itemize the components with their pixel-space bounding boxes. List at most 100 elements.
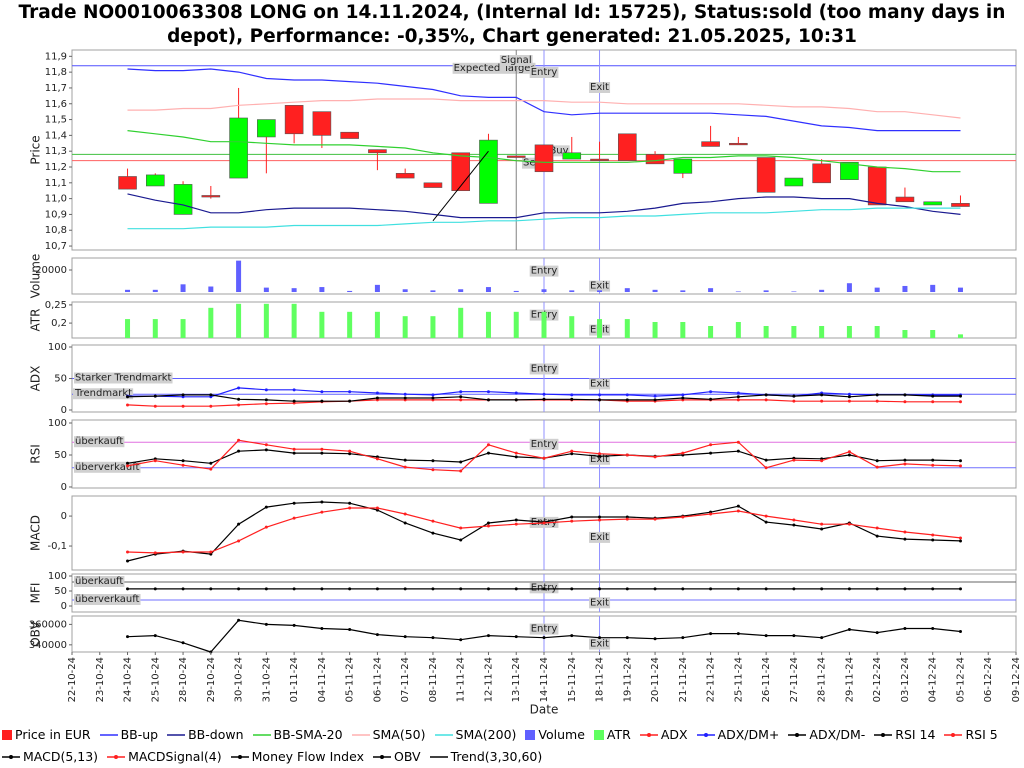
series-point xyxy=(181,587,185,591)
series-point xyxy=(847,453,851,457)
series-point xyxy=(431,396,435,400)
y-tick-label: 20000 xyxy=(35,265,67,276)
series-point xyxy=(681,515,685,519)
bar xyxy=(708,288,714,293)
legend-label: Volume xyxy=(538,727,585,742)
series-point xyxy=(542,521,546,525)
legend-item: BB-SMA-20 xyxy=(252,724,343,746)
series-point xyxy=(403,635,407,639)
event-label: Exit xyxy=(590,281,609,292)
bar xyxy=(374,284,380,293)
level-label-bg xyxy=(452,62,536,74)
series-point xyxy=(570,515,574,519)
series-point xyxy=(153,551,157,555)
series-point xyxy=(847,450,851,454)
legend-label: SMA(50) xyxy=(372,727,426,742)
legend-item: ATR xyxy=(593,724,631,746)
x-tick-label: 15-11-24 xyxy=(567,657,578,702)
event-label-bg xyxy=(529,623,559,635)
event-label: Entry xyxy=(531,363,558,374)
candle-body xyxy=(173,184,193,215)
series-point xyxy=(514,455,518,459)
series-point xyxy=(431,531,435,535)
legend-swatch xyxy=(372,755,391,759)
series-point xyxy=(320,390,324,394)
bar xyxy=(402,289,408,293)
series-point xyxy=(237,618,241,622)
level-label: Buy xyxy=(549,145,568,156)
y-tick-label: 11,7 xyxy=(45,83,67,94)
series-point xyxy=(709,632,713,636)
level-label-bg xyxy=(521,157,543,169)
trend-line xyxy=(432,150,489,222)
bar xyxy=(180,319,186,338)
chart: 10,7 10,8 10,9 11,0 11,1 11,2 11,3 11,4 11,5 11,6… xyxy=(29,49,1022,717)
series-point xyxy=(931,538,935,542)
event-label-bg xyxy=(589,597,611,609)
series-point xyxy=(126,403,130,407)
series-point xyxy=(486,587,490,591)
candle-body xyxy=(590,158,609,161)
bar xyxy=(597,290,603,293)
legend-dot xyxy=(703,733,708,737)
bar xyxy=(874,326,880,338)
series-point xyxy=(292,587,296,591)
series-point xyxy=(292,501,296,505)
bar xyxy=(458,307,464,338)
series-point xyxy=(792,518,796,522)
series-point xyxy=(709,443,713,447)
candle-body xyxy=(368,149,387,154)
bar xyxy=(125,319,131,338)
series-point xyxy=(875,393,879,397)
series-point xyxy=(931,400,935,404)
y-axis-title: RSI xyxy=(29,444,43,464)
x-tick-label: 05-12-24 xyxy=(955,657,966,702)
series-point xyxy=(820,636,824,640)
series-point xyxy=(486,451,490,455)
series-point xyxy=(847,392,851,396)
series-point xyxy=(847,628,851,631)
legend-item: MACD(5,13) xyxy=(2,746,98,768)
series-point xyxy=(625,398,629,402)
series-point xyxy=(264,398,268,402)
series-point xyxy=(237,587,241,591)
series-point xyxy=(598,452,602,456)
x-tick-label: 11-11-24 xyxy=(456,657,467,702)
bar xyxy=(291,288,297,293)
bar xyxy=(541,311,547,338)
legend-item: ADX/DM+ xyxy=(696,724,779,746)
x-tick-label: 13-11-24 xyxy=(511,657,522,702)
legend-swatch xyxy=(351,734,370,736)
series-point xyxy=(958,630,962,634)
series-point xyxy=(403,521,407,525)
series-point xyxy=(903,458,907,462)
series-point xyxy=(847,399,851,403)
series-point xyxy=(153,459,157,463)
y-tick-label: 0 xyxy=(61,405,67,416)
y-tick-label: 11,5 xyxy=(45,115,67,126)
event-label-bg xyxy=(589,531,611,543)
series-point xyxy=(709,587,713,591)
x-tick-label: 01-11-24 xyxy=(289,657,300,702)
series-point xyxy=(459,538,463,542)
series-point xyxy=(431,587,435,591)
series-point xyxy=(348,501,352,505)
x-tick-label: 22-10-24 xyxy=(67,657,78,702)
y-tick-label: 100 xyxy=(48,571,67,582)
candle-body xyxy=(395,173,415,179)
x-tick-label: 07-11-24 xyxy=(400,657,411,702)
series-point xyxy=(403,458,407,462)
series-point xyxy=(126,461,130,465)
chart-title: Trade NO0010063308 LONG on 14.11.2024, (… xyxy=(18,2,1006,47)
bar xyxy=(347,290,353,293)
level-label: überkauft xyxy=(75,436,123,447)
series-point xyxy=(209,393,213,397)
event-label: Exit xyxy=(590,532,609,543)
legend-item: OBV xyxy=(372,746,421,768)
candle-body xyxy=(784,177,804,187)
y-axis-title: ATR xyxy=(29,309,43,332)
series-point xyxy=(126,550,130,554)
series-point xyxy=(820,527,824,531)
series-point xyxy=(681,636,685,640)
legend-box xyxy=(525,730,536,740)
